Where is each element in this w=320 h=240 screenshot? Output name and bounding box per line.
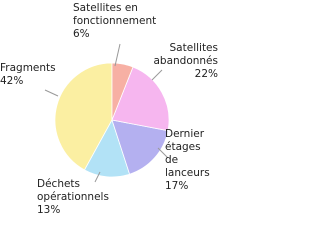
slice-label: Satellites en fonctionnement 6% — [73, 2, 157, 41]
value-label: 13% — [37, 204, 61, 216]
category-name: Déchets opérationnels — [37, 178, 109, 203]
pie-canvas — [44, 43, 170, 183]
slice-label: Satellites abandonnés 22% — [148, 42, 218, 81]
slice-label: Dernier étages de lanceurs 17% — [165, 128, 217, 193]
pie-slice — [111, 62, 134, 121]
category-name: Fragments — [0, 62, 56, 74]
leader-line — [94, 171, 101, 183]
chart: Satellites en fonctionnement 6% Satellites… — [0, 2, 218, 217]
slice-label: Fragments 42% — [0, 62, 62, 88]
value-label: 17% — [165, 180, 189, 192]
value-label: 42% — [0, 75, 24, 87]
category-name: Satellites en fonctionnement — [73, 2, 157, 27]
leader-line — [151, 69, 163, 81]
value-label: 6% — [73, 28, 90, 40]
category-name: Dernier étages de lanceurs — [165, 128, 210, 179]
value-label: 22% — [194, 68, 218, 80]
pie-slice — [111, 119, 169, 175]
leader-line — [157, 147, 169, 159]
pie-slice — [54, 62, 113, 171]
leader-line — [44, 89, 59, 97]
category-name: Satellites abandonnés — [153, 42, 218, 67]
pie-slice — [111, 66, 170, 132]
leader-line — [114, 43, 121, 67]
slice-label: Déchets opérationnels 13% — [37, 178, 117, 217]
